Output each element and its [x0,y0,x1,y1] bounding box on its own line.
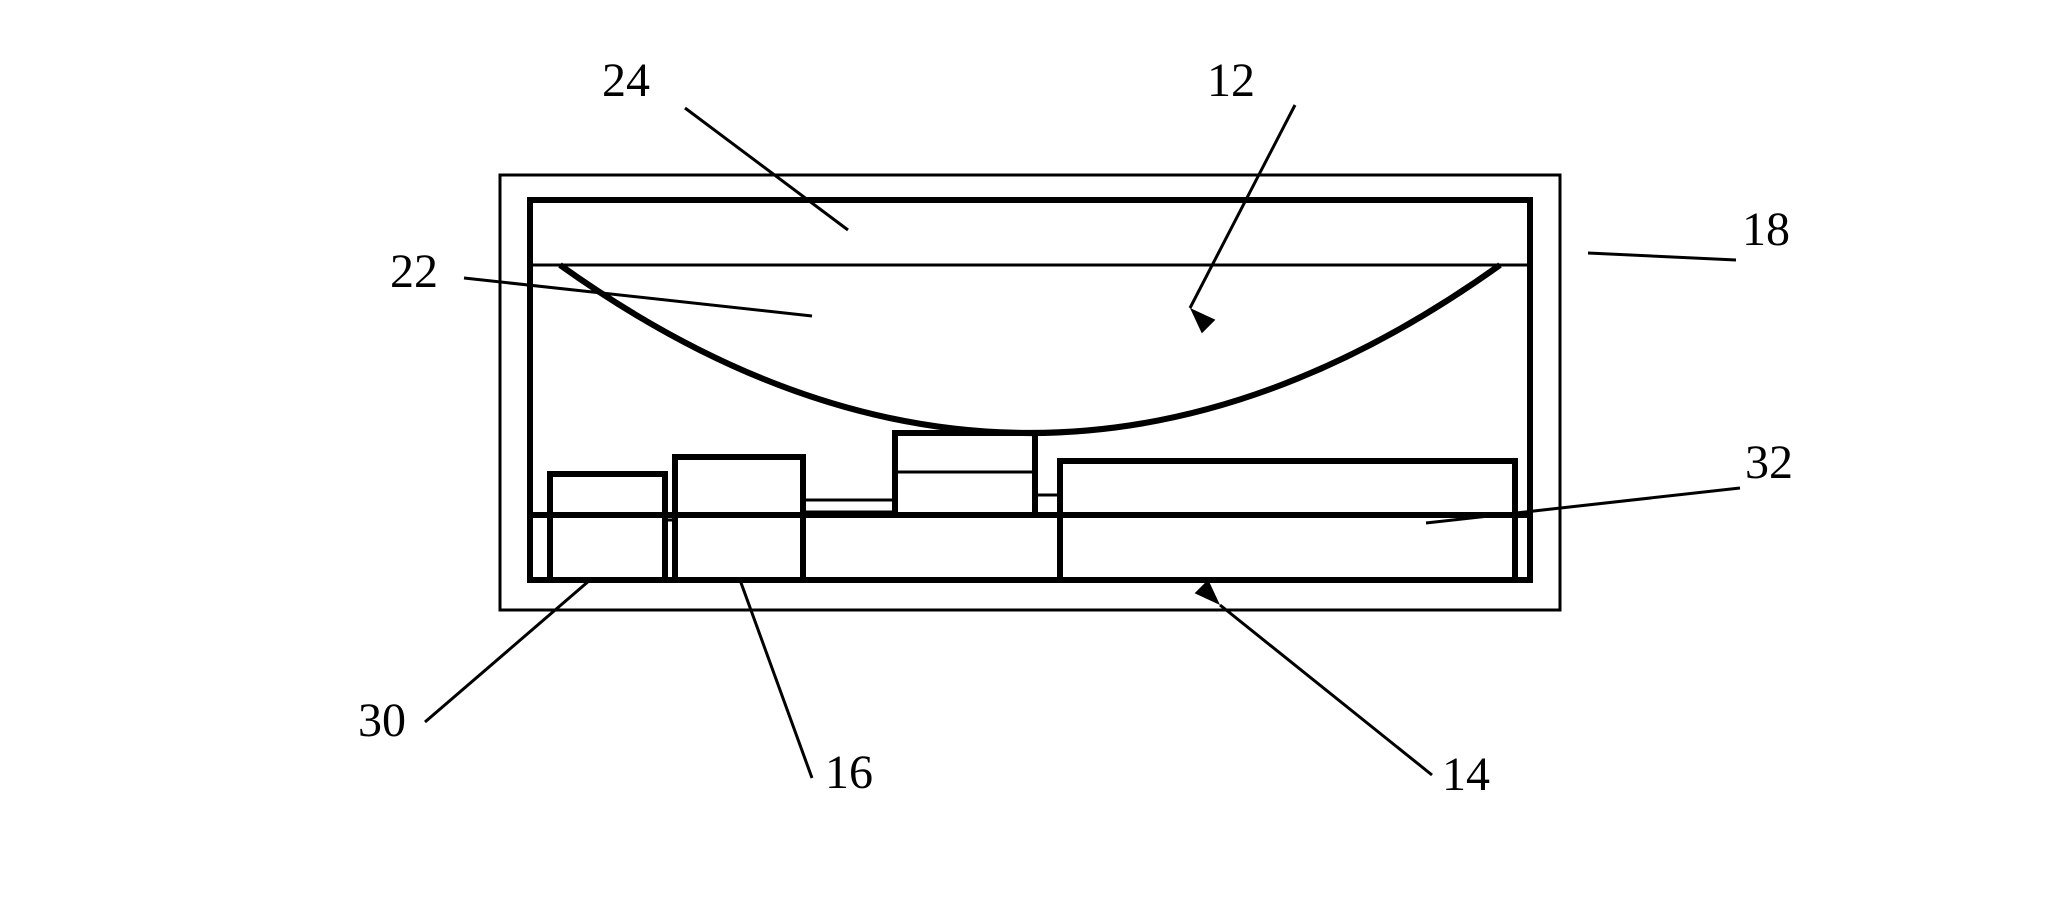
leader-line-22 [464,278,812,316]
leader-line-14 [1220,605,1432,775]
label-22: 22 [390,245,438,298]
label-14: 14 [1442,748,1490,801]
label-16: 16 [825,746,873,799]
arrowhead-14 [1195,580,1220,605]
leader-line-12 [1190,105,1295,308]
labels-group: 24 12 22 18 32 30 16 14 [358,54,1793,801]
leader-line-24 [685,108,848,230]
label-12: 12 [1207,54,1255,107]
label-32: 32 [1745,436,1793,489]
shapes-group [500,175,1560,610]
leader-lines-group [425,105,1740,778]
leader-line-18 [1588,253,1736,260]
technical-diagram: 24 12 22 18 32 30 16 14 [20,20,2047,877]
arrowhead-12 [1190,308,1215,333]
label-30: 30 [358,694,406,747]
leader-line-30 [425,580,590,722]
leader-line-32 [1426,488,1740,523]
label-18: 18 [1742,203,1790,256]
label-24: 24 [602,54,650,107]
